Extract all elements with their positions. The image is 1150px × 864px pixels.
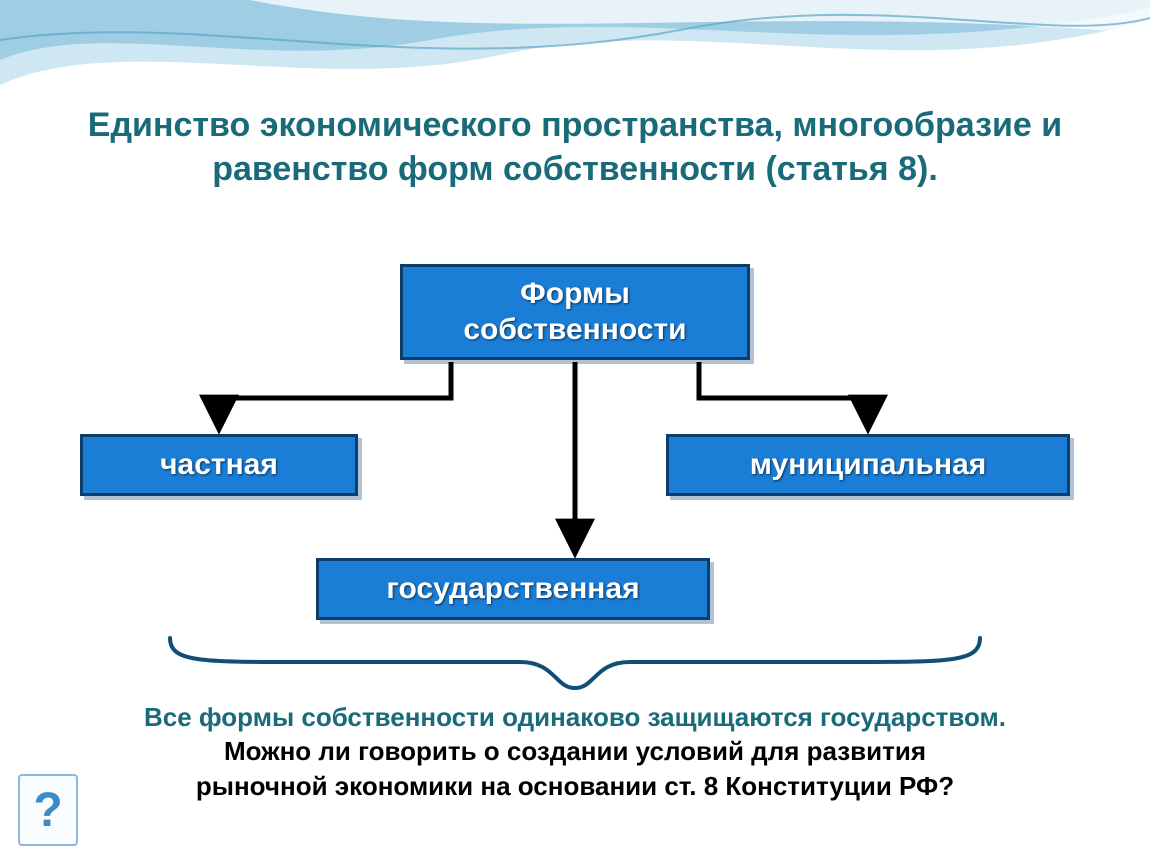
node-municipal-label: муниципальная — [750, 448, 987, 482]
footnote: Все формы собственности одинаково защища… — [0, 700, 1150, 803]
slide-title: Единство экономического пространства, мн… — [0, 104, 1150, 191]
footnote-line2a: Можно ли говорить о создании условий для… — [60, 734, 1090, 768]
question-glyph: ? — [33, 783, 62, 838]
node-state: государственная — [316, 558, 710, 620]
node-state-label: государственная — [386, 572, 639, 606]
arrow-root-left — [219, 362, 451, 428]
footnote-line1: Все формы собственности одинаково защища… — [60, 700, 1090, 734]
node-root-forms: Формы собственности — [400, 264, 750, 360]
slide: Единство экономического пространства, мн… — [0, 0, 1150, 864]
node-private-label: частная — [160, 448, 278, 482]
brace — [170, 638, 980, 688]
footnote-line2b: рыночной экономики на основании ст. 8 Ко… — [60, 769, 1090, 803]
node-root-line2: собственности — [463, 312, 686, 348]
node-private: частная — [80, 434, 358, 496]
node-root-line1: Формы — [520, 276, 630, 312]
arrow-root-right — [699, 362, 868, 428]
question-icon: ? — [18, 774, 78, 846]
node-municipal: муниципальная — [666, 434, 1070, 496]
